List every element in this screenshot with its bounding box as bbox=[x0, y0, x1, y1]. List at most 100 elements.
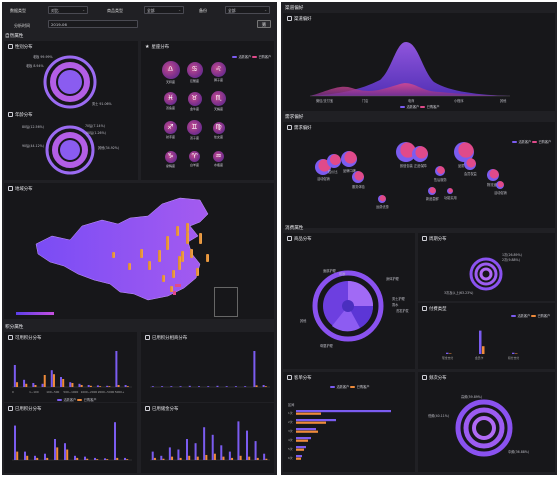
tick-label: 100~500 bbox=[46, 390, 59, 394]
bar bbox=[228, 451, 231, 460]
used-points-merchant-title: 已用积分相商分布 bbox=[145, 335, 187, 341]
demand-bubble bbox=[327, 154, 341, 168]
used-amount-title: 已用储金分布 bbox=[145, 406, 178, 412]
bar bbox=[255, 385, 258, 387]
bar bbox=[296, 457, 301, 460]
bar bbox=[108, 386, 111, 387]
constellation-title: ★ 星座分布 bbox=[145, 44, 170, 50]
analysis-time-input[interactable]: 2019-06 bbox=[48, 20, 138, 28]
bar bbox=[296, 419, 336, 422]
bar bbox=[124, 457, 126, 460]
bar bbox=[205, 454, 208, 460]
constellation-legend-0: 活跃客户 bbox=[232, 54, 251, 59]
channel-icon bbox=[287, 16, 292, 21]
map-marker bbox=[148, 261, 151, 270]
zodiac-symbol: ♉ bbox=[191, 94, 198, 102]
south-sea-inset bbox=[214, 287, 238, 317]
bar bbox=[87, 385, 90, 387]
tick-label: 1次 bbox=[288, 411, 293, 415]
store-label: 备份 bbox=[199, 8, 207, 13]
channel-legend: 活跃客户 已购客户 bbox=[400, 104, 440, 109]
demand-bubble bbox=[496, 181, 504, 189]
used-amount-chart bbox=[150, 421, 270, 461]
map-marker bbox=[186, 223, 189, 232]
bar bbox=[231, 457, 234, 460]
bar bbox=[54, 439, 56, 460]
demand-bubble-label: 性价比 bbox=[328, 170, 338, 174]
available-points-legend: 活跃客户 已购客户 bbox=[57, 397, 97, 402]
tick-label: 4次 bbox=[288, 438, 293, 442]
zodiac-label: 天蝎座 bbox=[213, 107, 223, 111]
consume-section-title: 消费属性 bbox=[285, 226, 304, 231]
bar bbox=[80, 385, 83, 387]
bar bbox=[246, 430, 248, 460]
bar bbox=[41, 383, 44, 387]
zodiac-label: 巨蟹座 bbox=[189, 78, 199, 83]
zodiac-label: 双鱼座 bbox=[165, 106, 175, 110]
bar bbox=[153, 457, 156, 460]
gender-label-2: 男士 91.06% bbox=[92, 102, 112, 106]
bar bbox=[13, 365, 16, 387]
store-select[interactable]: 全部 ⌄ bbox=[225, 6, 270, 14]
tick-label: 5000+ bbox=[115, 390, 125, 394]
used-points-merchant-panel bbox=[141, 332, 274, 402]
data-type-value: 对比 bbox=[51, 8, 59, 13]
used-points-merchant-chart bbox=[150, 351, 270, 388]
bar bbox=[296, 430, 318, 433]
bar bbox=[213, 453, 216, 460]
channel-section-title: 渠道偏好 bbox=[285, 6, 304, 11]
map-marker bbox=[206, 254, 209, 262]
bar bbox=[34, 385, 37, 387]
bar bbox=[194, 443, 197, 460]
natural-section-title: 自然属性 bbox=[5, 34, 24, 39]
product-label: 母婴护理 bbox=[320, 344, 333, 348]
bar bbox=[78, 383, 81, 387]
analysis-time-value: 2019-06 bbox=[51, 22, 67, 27]
bar bbox=[188, 385, 191, 387]
demand-icon bbox=[287, 125, 292, 130]
bar bbox=[482, 346, 485, 354]
bar bbox=[114, 422, 116, 460]
demand-title: 需求偏好 bbox=[287, 125, 312, 131]
bar bbox=[225, 386, 228, 387]
period-label-0: 1次(26.89%) bbox=[502, 253, 522, 257]
bar bbox=[74, 455, 76, 460]
analysis-time-label: 分析时间 bbox=[14, 23, 30, 28]
bar bbox=[186, 439, 188, 460]
data-type-select[interactable]: 对比 ⌄ bbox=[48, 6, 88, 14]
tick-label: 6次 bbox=[288, 456, 293, 460]
bar bbox=[151, 386, 154, 387]
bar bbox=[296, 410, 391, 413]
demand-bubble-label: 正品保障 bbox=[414, 164, 427, 168]
zodiac-label: 白羊座 bbox=[189, 163, 199, 167]
bar bbox=[25, 383, 28, 387]
bar bbox=[296, 446, 306, 449]
star-icon: ★ bbox=[145, 44, 150, 50]
frequency-title: 频次分布 bbox=[422, 375, 447, 381]
channel-category: 其他 bbox=[500, 99, 507, 103]
frequency-label-2: 中频(36.88%) bbox=[508, 450, 530, 454]
bar bbox=[96, 385, 99, 387]
available-points-panel bbox=[4, 332, 137, 402]
points-icon bbox=[8, 335, 13, 340]
demand-bubble bbox=[454, 142, 474, 162]
map-marker bbox=[128, 263, 131, 270]
apply-button[interactable]: 筛 bbox=[257, 20, 271, 28]
zodiac-symbol: ♎ bbox=[167, 65, 174, 73]
bar bbox=[52, 374, 55, 387]
bar bbox=[64, 443, 66, 460]
tick-label: 积分支付 bbox=[508, 356, 519, 360]
demand-bubble bbox=[447, 188, 453, 194]
bar bbox=[479, 330, 482, 354]
product-type-select[interactable]: 全部 ⌄ bbox=[144, 6, 184, 14]
map-marker bbox=[140, 249, 143, 258]
zodiac-badge: ♊ 双子座 bbox=[187, 120, 202, 140]
tick-label: 1~100 bbox=[29, 390, 39, 394]
amount-legend: 活跃客户 已购客户 bbox=[330, 384, 370, 389]
bar bbox=[115, 351, 118, 387]
demand-bubble bbox=[341, 151, 357, 167]
bar bbox=[50, 370, 53, 387]
age-icon bbox=[8, 112, 13, 117]
zodiac-symbol: ♒ bbox=[215, 152, 222, 160]
bar bbox=[16, 451, 19, 460]
